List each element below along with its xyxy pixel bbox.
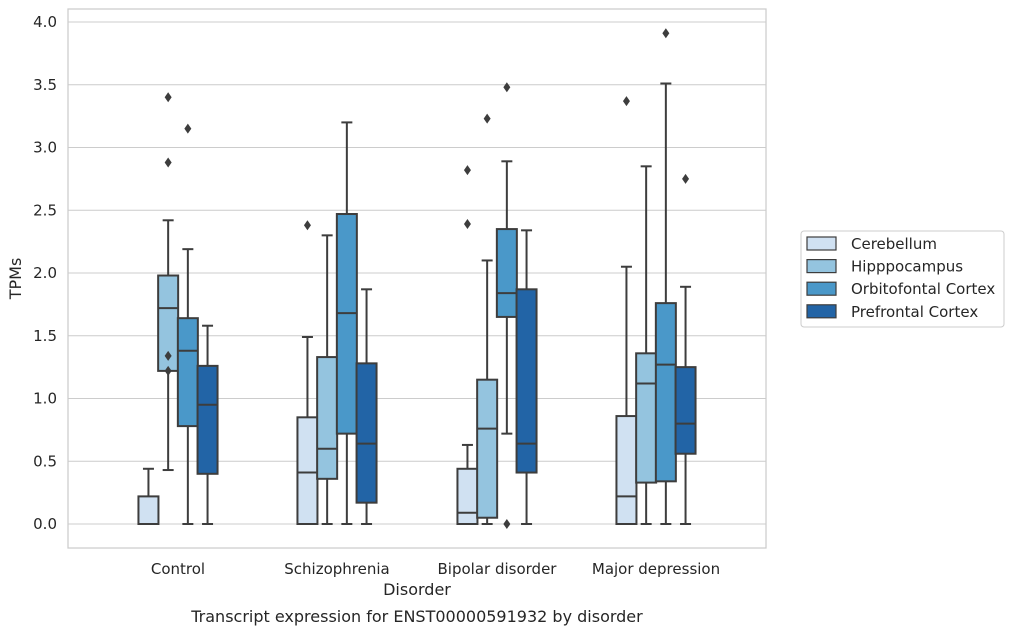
series-cerebellum: [137, 96, 638, 526]
box: [355, 288, 378, 525]
box-iqr: [196, 364, 219, 475]
outlier-point: [303, 220, 311, 231]
y-tick-label: 2.5: [33, 201, 57, 219]
y-tick-label: 0.0: [33, 515, 57, 533]
legend-item: Orbitofontal Cortex: [806, 280, 995, 298]
box: [654, 28, 677, 525]
legend-item: Cerebellum: [806, 235, 937, 253]
box: [335, 121, 358, 525]
outlier-point: [503, 519, 511, 529]
x-tick-label: Bipolar disorder: [438, 560, 558, 578]
box: [635, 165, 658, 525]
x-tick-label: Schizophrenia: [284, 560, 389, 578]
outlier-point: [682, 173, 690, 184]
outlier-point: [164, 92, 172, 103]
y-axis-label: TPMs: [6, 258, 25, 301]
box-iqr: [515, 288, 538, 474]
legend-swatch: [806, 236, 837, 251]
outlier-point: [184, 123, 192, 134]
y-tick-label: 0.5: [33, 452, 57, 470]
outlier-point: [463, 219, 471, 230]
legend-swatch: [806, 259, 837, 274]
box: [176, 123, 199, 525]
series-hipppocampus: [157, 92, 658, 525]
plot-frame: [67, 8, 767, 549]
outlier-point: [463, 165, 471, 176]
box-iqr: [654, 302, 677, 483]
box-iqr: [335, 213, 358, 435]
legend-frame: [800, 230, 1005, 328]
box: [476, 113, 499, 525]
legend-swatch: [806, 281, 837, 296]
legend-swatch: [806, 304, 837, 319]
box-iqr: [674, 366, 697, 455]
y-tick-label: 2.0: [33, 264, 57, 282]
x-tick-label: Control: [151, 560, 205, 578]
y-tick-label: 1.0: [33, 390, 57, 408]
box: [615, 96, 638, 526]
legend-item: Prefrontal Cortex: [806, 303, 978, 321]
outlier-point: [164, 365, 172, 376]
y-tick-label: 3.5: [33, 76, 57, 94]
legend-item: Hipppocampus: [806, 258, 963, 276]
outlier-point: [164, 350, 172, 361]
x-tick-label: Major depression: [592, 560, 720, 578]
outlier-point: [503, 82, 511, 93]
box: [157, 92, 180, 472]
box-iqr: [635, 352, 658, 484]
series-orbitofontal-cortex: [176, 28, 677, 529]
box-iqr: [316, 356, 339, 480]
box-iqr: [456, 467, 479, 525]
box-iqr: [615, 415, 638, 526]
box-plot-series: [137, 28, 697, 529]
legend-label: Hipppocampus: [851, 258, 963, 276]
box: [137, 467, 160, 526]
outlier-point: [622, 96, 630, 107]
outlier-point: [662, 28, 670, 39]
outlier-point: [483, 113, 491, 124]
box-iqr: [176, 317, 199, 428]
outlier-point: [164, 157, 172, 168]
box: [456, 165, 479, 525]
box: [196, 324, 219, 525]
series-prefrontal-cortex: [196, 173, 697, 525]
box-iqr: [355, 362, 378, 504]
box: [674, 173, 697, 525]
y-tick-label: 4.0: [33, 13, 57, 31]
y-tick-labels: 0.0 0.5 1.0 1.5 2.0 2.5 3.0 3.5 4.0: [33, 13, 57, 533]
y-tick-label: 1.5: [33, 327, 57, 345]
box-iqr: [476, 378, 499, 519]
y-tick-label: 3.0: [33, 139, 57, 157]
box: [495, 82, 518, 529]
x-axis-label: Disorder: [383, 580, 451, 599]
figure-caption: Transcript expression for ENST0000059193…: [190, 607, 643, 626]
box: [316, 234, 339, 525]
legend-label: Prefrontal Cortex: [851, 303, 978, 321]
legend-label: Orbitofontal Cortex: [851, 280, 995, 298]
box-iqr: [296, 416, 319, 526]
legend: Cerebellum Hipppocampus Orbitofontal Corte…: [800, 230, 1005, 328]
box: [515, 229, 538, 525]
legend-label: Cerebellum: [851, 235, 937, 253]
box-iqr: [137, 495, 160, 526]
box-iqr: [495, 228, 518, 318]
x-tick-labels: Control Schizophrenia Bipolar disorder Majo…: [151, 560, 720, 578]
box: [296, 220, 319, 526]
